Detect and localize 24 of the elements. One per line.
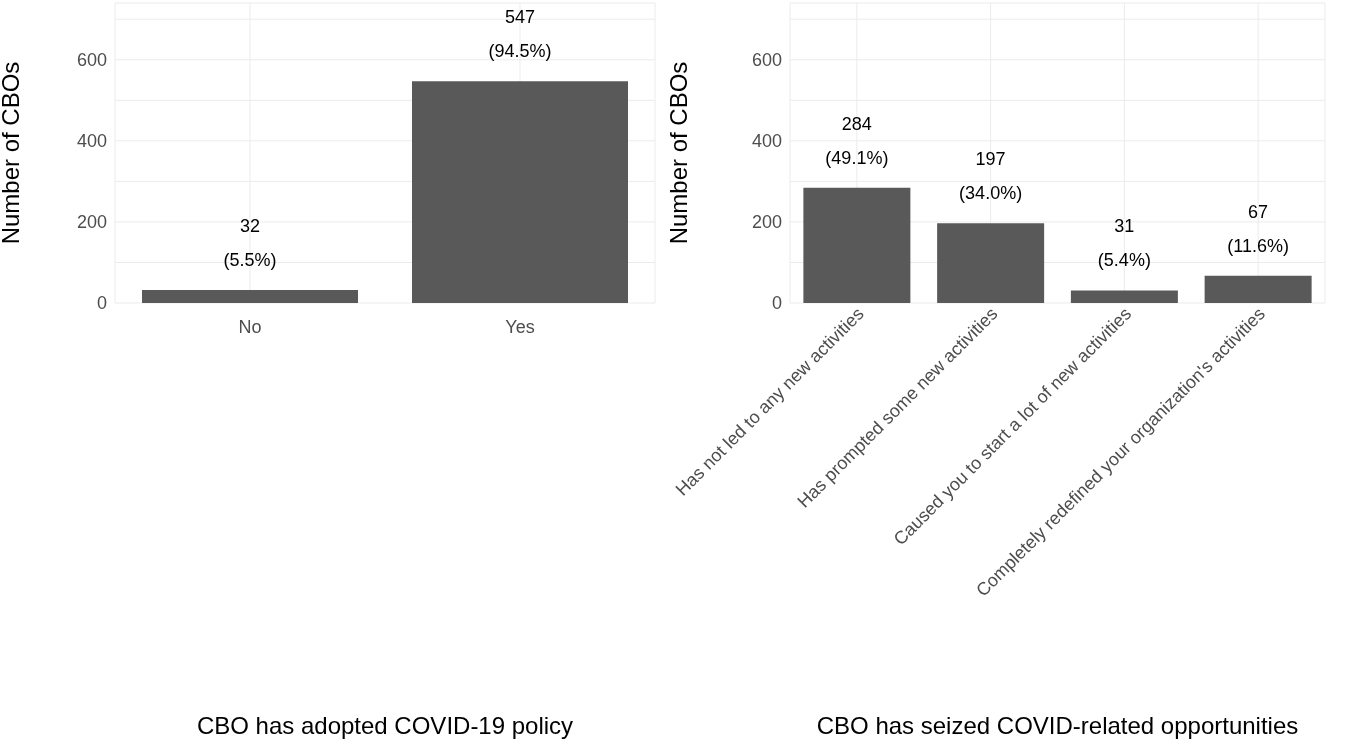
data-label: 284 (49.1%) [825, 113, 889, 168]
bar [1070, 290, 1178, 303]
data-label: 32 (5.5%) [223, 216, 277, 271]
y-axis-title: Number of CBOs [0, 61, 24, 245]
x-tick-label: No [238, 317, 262, 337]
data-label: 547 (94.5%) [488, 7, 552, 62]
x-tick-label: Yes [505, 317, 535, 337]
y-tick-label: 600 [751, 50, 782, 71]
data-label: 31 (5.4%) [1097, 216, 1151, 271]
data-label: 67 (11.6%) [1227, 201, 1289, 256]
y-tick-label: 400 [76, 131, 107, 152]
y-tick-label: 400 [751, 131, 782, 152]
y-tick-label: 0 [96, 293, 107, 314]
x-axis-title: CBO has adopted COVID-19 policy [196, 712, 574, 739]
bar [937, 223, 1045, 303]
bar [803, 187, 911, 303]
x-axis-title: CBO has seized COVID-related opportunities [816, 712, 1299, 739]
y-tick-label: 0 [771, 293, 782, 314]
y-tick-label: 200 [76, 212, 107, 233]
y-tick-label: 600 [76, 50, 107, 71]
y-tick-label: 200 [751, 212, 782, 233]
bar [1204, 275, 1312, 303]
y-axis-title: Number of CBOs [664, 61, 692, 245]
data-label: 197 (34.0%) [959, 149, 1023, 204]
